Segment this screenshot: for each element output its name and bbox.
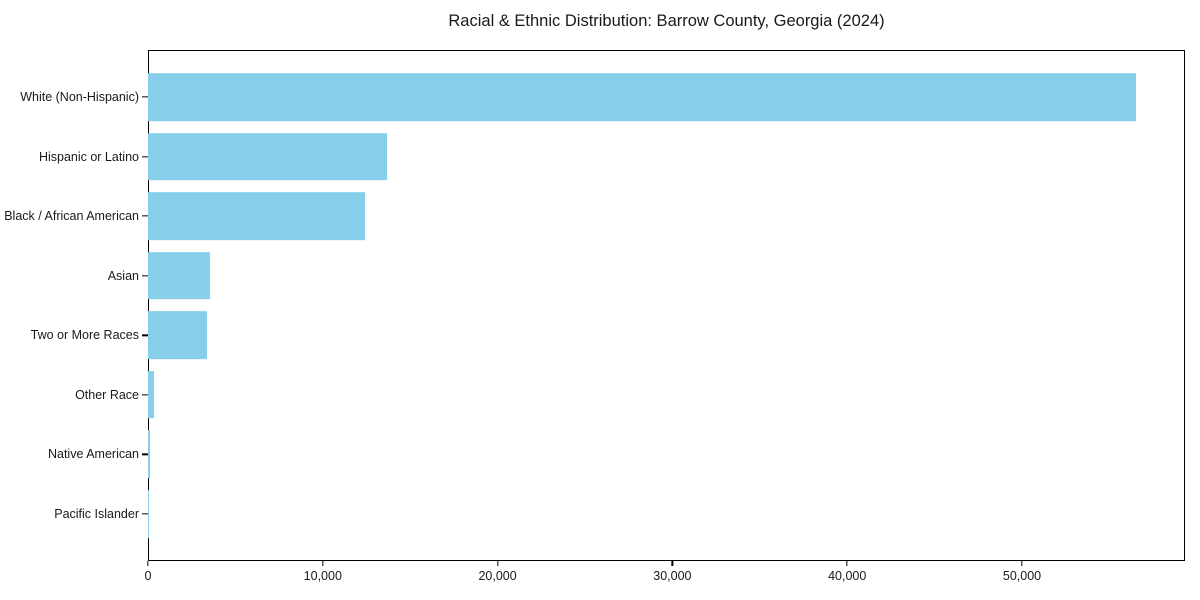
x-tick-label: 40,000 <box>828 569 867 583</box>
x-tick-label: 20,000 <box>478 569 517 583</box>
y-tick-mark <box>142 96 148 98</box>
y-tick-mark <box>142 394 148 396</box>
x-tick-mark <box>322 561 324 566</box>
y-tick-label: Pacific Islander <box>54 506 139 521</box>
y-axis-labels: White (Non-Hispanic) Hispanic or Latino Bl… <box>0 50 148 561</box>
bar <box>148 192 365 240</box>
y-tick-mark <box>142 215 148 217</box>
plot-frame <box>148 50 1185 561</box>
y-tick-label: Black / African American <box>4 209 139 224</box>
y-tick-mark <box>142 275 148 277</box>
bar <box>148 490 149 538</box>
x-tick-mark <box>671 561 674 566</box>
bar <box>148 73 1136 121</box>
y-tick-label: Native American <box>47 447 139 462</box>
x-tick-label: 10,000 <box>303 569 342 583</box>
y-tick-label: Asian <box>107 268 139 283</box>
x-tick-label: 0 <box>144 569 152 583</box>
x-tick-mark <box>147 561 149 566</box>
y-tick-mark <box>142 453 148 456</box>
y-tick-mark <box>142 513 148 515</box>
bar <box>148 311 208 360</box>
bar <box>148 132 388 181</box>
bar <box>148 251 211 300</box>
chart-title: Racial & Ethnic Distribution: Barrow Cou… <box>448 12 885 30</box>
x-tick-label: 50,000 <box>1002 569 1042 583</box>
plot-area <box>142 50 1185 561</box>
x-axis: 0 10,000 20,000 30,000 40,000 50,000 <box>144 561 1185 597</box>
y-tick-label: White (Non-Hispanic) <box>20 90 139 105</box>
y-tick-label: Two or More Races <box>30 328 139 343</box>
y-tick-mark <box>142 155 148 158</box>
x-tick-mark <box>496 561 499 566</box>
y-tick-label: Hispanic or Latino <box>38 149 139 164</box>
x-tick-label: 30,000 <box>653 569 692 583</box>
bar <box>148 430 151 479</box>
bar <box>148 371 154 419</box>
y-tick-label: Other Race <box>75 387 139 402</box>
y-tick-mark <box>142 334 148 336</box>
x-tick-mark <box>1021 561 1023 566</box>
x-tick-mark <box>846 561 848 566</box>
